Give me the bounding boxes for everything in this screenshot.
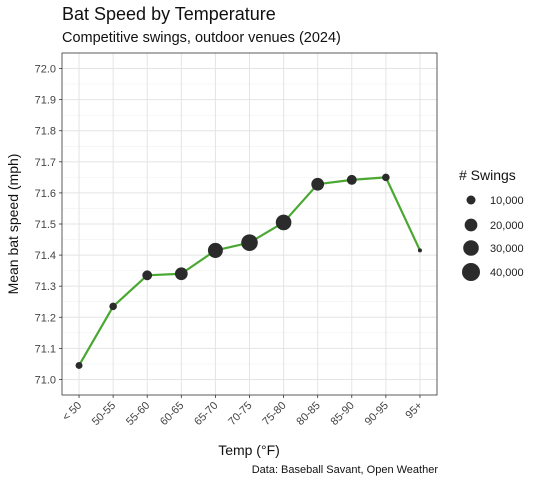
- x-tick-label: 55-60: [124, 400, 152, 428]
- x-axis: < 50 50-55 55-60 60-65 65-70 70-75 75-80 80-85 8…: [60, 395, 425, 428]
- legend-size-key: [462, 263, 480, 281]
- x-tick-label: 70-75: [226, 400, 254, 428]
- legend: # Swings 10,000 20,000 30,000 40,000: [459, 167, 524, 281]
- y-axis-title: Mean bat speed (mph): [5, 154, 21, 295]
- y-axis: 71.0 71.1 71.2 71.3 71.4 71.5 71.6 71.7 71.8 71.9…: [35, 64, 62, 386]
- grid: [62, 53, 437, 395]
- x-tick-label: 75-80: [260, 400, 288, 428]
- legend-label: 40,000: [490, 267, 524, 279]
- data-point: [346, 174, 357, 185]
- x-tick-label: 60-65: [158, 400, 186, 428]
- legend-label: 20,000: [490, 220, 524, 232]
- chart-caption: Data: Baseball Savant, Open Weather: [252, 464, 439, 476]
- legend-title: # Swings: [459, 167, 516, 183]
- data-point: [311, 177, 325, 191]
- legend-size-key: [466, 195, 476, 205]
- legend-size-key: [464, 218, 478, 232]
- y-tick-label: 71.0: [35, 374, 56, 386]
- y-tick-label: 72.0: [35, 64, 56, 76]
- x-tick-label: 90-95: [363, 400, 391, 428]
- data-point: [275, 214, 292, 231]
- y-tick-label: 71.9: [35, 95, 56, 107]
- data-point: [207, 242, 223, 258]
- y-tick-label: 71.1: [35, 343, 56, 355]
- y-tick-label: 71.8: [35, 126, 56, 138]
- y-tick-label: 71.2: [35, 312, 56, 324]
- data-point: [174, 267, 188, 281]
- data-point: [75, 361, 83, 369]
- data-point: [142, 270, 153, 281]
- data-point: [417, 248, 422, 253]
- y-tick-label: 71.4: [35, 250, 56, 262]
- x-tick-label: 95+: [403, 400, 425, 422]
- series-points-group: [75, 173, 422, 369]
- legend-size-key: [463, 240, 479, 256]
- x-tick-label: 65-70: [192, 400, 220, 428]
- legend-label: 30,000: [490, 243, 524, 255]
- chart-subtitle: Competitive swings, outdoor venues (2024…: [62, 30, 341, 46]
- y-tick-label: 71.6: [35, 188, 56, 200]
- data-point: [109, 302, 117, 311]
- y-tick-label: 71.5: [35, 219, 56, 231]
- x-tick-label: 50-55: [90, 400, 118, 428]
- x-tick-label: 80-85: [294, 400, 322, 428]
- x-axis-title: Temp (°F): [218, 442, 280, 458]
- data-point: [241, 234, 258, 251]
- y-tick-label: 71.7: [35, 157, 56, 169]
- chart-title: Bat Speed by Temperature: [62, 4, 276, 24]
- legend-label: 10,000: [490, 195, 524, 207]
- y-tick-label: 71.3: [35, 281, 56, 293]
- x-tick-label: 85-90: [329, 400, 357, 428]
- x-tick-label: < 50: [60, 400, 84, 424]
- data-point: [382, 173, 390, 182]
